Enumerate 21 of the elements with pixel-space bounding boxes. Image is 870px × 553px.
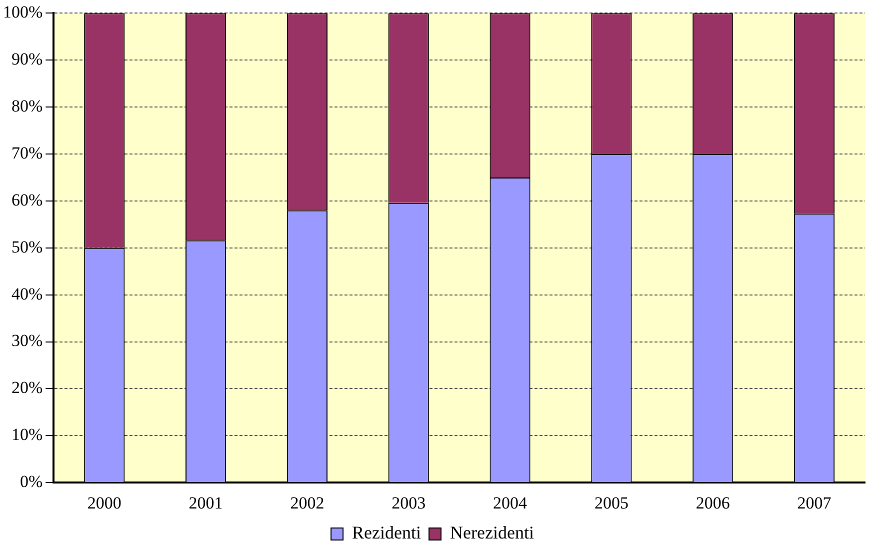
y-tick-label: 100% <box>2 2 43 22</box>
x-tick-label: 2006 <box>696 493 730 512</box>
x-tick-label: 2003 <box>392 493 426 512</box>
x-tick-label: 2000 <box>87 493 122 512</box>
y-tick-label: 80% <box>11 96 43 116</box>
x-tick-label: 2004 <box>493 493 528 512</box>
y-tick-label: 50% <box>11 237 43 256</box>
y-tick-label: 30% <box>11 331 43 350</box>
y-tick-label: 60% <box>11 190 43 210</box>
y-tick-label: 90% <box>11 50 43 69</box>
y-tick-label: 0% <box>20 472 43 492</box>
x-tick-label: 2001 <box>188 493 223 512</box>
y-tick-label: 70% <box>11 143 43 162</box>
x-tick-label: 2007 <box>797 493 832 512</box>
x-tick-label: 2002 <box>290 493 324 512</box>
y-tick-label: 40% <box>11 284 43 304</box>
y-tick-label: 20% <box>11 378 43 398</box>
x-tick-label: 2005 <box>594 493 628 512</box>
y-tick-label: 10% <box>11 425 43 444</box>
legend-label: Rezidenti <box>352 522 422 543</box>
legend-label: Nerezidenti <box>450 522 534 543</box>
